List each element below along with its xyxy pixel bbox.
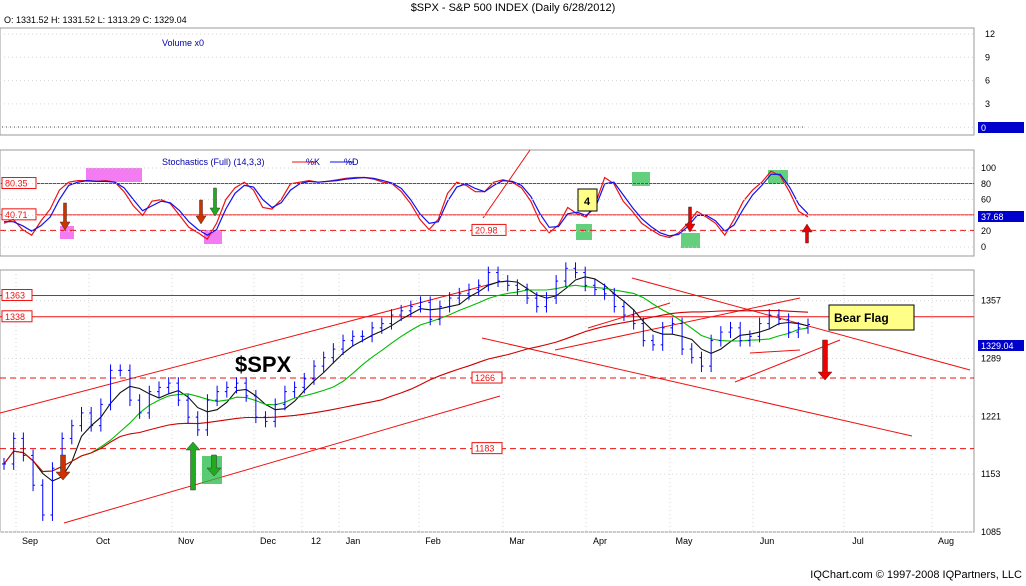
x-tick-label: May bbox=[675, 536, 693, 546]
price-last-value: 1329.04 bbox=[981, 341, 1014, 351]
stoch-arrow bbox=[195, 199, 207, 225]
stoch-last-tag bbox=[978, 211, 1024, 222]
stoch-level-tag bbox=[1, 177, 37, 190]
stoch-level-tag bbox=[1, 208, 37, 221]
price-panel: 1363 1338 1266 1183 1357 1289 1221 1153 1085 $S… bbox=[0, 262, 1024, 546]
trend-channel-line bbox=[63, 395, 501, 524]
stoch-legend-d: %D bbox=[344, 157, 359, 167]
price-last-tag bbox=[978, 340, 1024, 351]
price-level-tag bbox=[1, 310, 33, 323]
price-levels: 1363 1338 1266 1183 bbox=[0, 289, 974, 455]
x-tick-label: Apr bbox=[593, 536, 607, 546]
price-arrows bbox=[55, 339, 833, 491]
stoch-highlight bbox=[204, 230, 222, 244]
volume-title: Volume x0 bbox=[162, 38, 204, 48]
x-axis-ticks: Sep Oct Nov Dec 12 Jan Feb Mar Apr May Jun Jul Aug bbox=[22, 536, 954, 546]
stoch-tick-label: 0 bbox=[981, 242, 986, 252]
price-level-label: 1266 bbox=[475, 373, 495, 383]
stoch-tick-label: 20 bbox=[981, 226, 991, 236]
stochastics-panel: Stochastics (Full) (14,3,3) %K %D 80.354… bbox=[0, 149, 1024, 257]
volume-tick-label: 12 bbox=[985, 29, 995, 39]
price-arrow bbox=[817, 339, 833, 381]
stoch-last-value: 37.68 bbox=[981, 212, 1004, 222]
price-level-tag bbox=[1, 289, 33, 302]
stoch-arrow bbox=[684, 206, 696, 233]
x-tick-label: Feb bbox=[425, 536, 441, 546]
stoch-highlight bbox=[576, 224, 592, 240]
stoch-arrow bbox=[209, 187, 221, 217]
price-tick-label: 1085 bbox=[981, 527, 1001, 537]
x-tick-label: Oct bbox=[96, 536, 111, 546]
price-arrow bbox=[206, 454, 222, 477]
price-level-label: 1363 bbox=[5, 291, 25, 301]
price-bars bbox=[2, 262, 810, 521]
stochastics-title: Stochastics (Full) (14,3,3) bbox=[162, 157, 265, 167]
stoch-level-label: 40.71 bbox=[5, 210, 28, 220]
stoch-trend-line bbox=[482, 149, 531, 219]
trend-channel-line bbox=[749, 349, 801, 354]
stoch-tick-label: 100 bbox=[981, 163, 996, 173]
stochastics-arrows bbox=[59, 187, 813, 244]
price-level-label: 1338 bbox=[5, 312, 25, 322]
x-tick-label: 12 bbox=[311, 536, 321, 546]
annotation-box-4 bbox=[577, 188, 598, 212]
stoch-highlight bbox=[681, 233, 700, 248]
price-level-tag bbox=[471, 442, 503, 455]
x-tick-label: Jul bbox=[852, 536, 864, 546]
stoch-tick-label: 80 bbox=[981, 179, 991, 189]
volume-last-tag bbox=[978, 122, 1024, 133]
stoch-level-tag bbox=[471, 223, 507, 236]
bear-flag-label: Bear Flag bbox=[834, 311, 889, 325]
price-tick-label: 1289 bbox=[981, 353, 1001, 363]
volume-last-value: 0 bbox=[981, 123, 986, 133]
x-tick-label: Sep bbox=[22, 536, 38, 546]
price-arrow bbox=[55, 454, 71, 481]
price-tick-label: 1357 bbox=[981, 296, 1001, 306]
stoch-arrow bbox=[801, 223, 813, 244]
stoch-arrow bbox=[59, 202, 71, 231]
symbol-label: $SPX bbox=[235, 352, 292, 377]
stoch-legend-k: %K bbox=[306, 157, 320, 167]
annotation-box-4-label: 4 bbox=[584, 196, 591, 208]
trend-channel-line bbox=[481, 337, 913, 437]
ma-long-line bbox=[3, 309, 809, 473]
trend-channel-line bbox=[554, 297, 801, 351]
x-tick-label: Nov bbox=[178, 536, 195, 546]
stoch-highlight bbox=[60, 226, 74, 239]
ma-short-line bbox=[3, 276, 809, 482]
price-tick-label: 1153 bbox=[981, 469, 1000, 479]
stoch-d-line bbox=[4, 173, 809, 237]
ma-mid-line bbox=[3, 284, 809, 473]
volume-tick-label: 9 bbox=[985, 52, 990, 62]
stochastics-lines bbox=[3, 149, 809, 240]
bear-flag-box bbox=[828, 304, 915, 331]
volume-tick-label: 6 bbox=[985, 76, 990, 86]
trend-channel-line bbox=[587, 302, 671, 329]
stoch-highlight bbox=[632, 172, 650, 186]
ohlc-readout: O: 1331.52 H: 1331.52 L: 1313.29 C: 1329… bbox=[4, 15, 187, 25]
x-tick-label: Aug bbox=[938, 536, 954, 546]
volume-tick-label: 3 bbox=[985, 99, 990, 109]
x-tick-label: Dec bbox=[260, 536, 277, 546]
trend-channel-line bbox=[0, 282, 496, 414]
stoch-tick-label: 60 bbox=[981, 195, 991, 205]
price-level-label: 1183 bbox=[475, 444, 494, 454]
price-level-tag bbox=[471, 371, 503, 384]
price-arrow bbox=[185, 441, 201, 491]
moving-averages bbox=[3, 276, 809, 482]
x-tick-label: Jun bbox=[760, 536, 775, 546]
chart-title: $SPX - S&P 500 INDEX (Daily 6/28/2012) bbox=[411, 2, 616, 14]
price-tick-label: 1221 bbox=[981, 411, 1001, 421]
stochastics-highlights bbox=[60, 168, 788, 248]
x-tick-label: Mar bbox=[509, 536, 525, 546]
price-y-ticks: 1357 1289 1221 1153 1085 bbox=[981, 296, 1001, 537]
stoch-level-label: 20.98 bbox=[475, 225, 498, 235]
stoch-highlight bbox=[86, 168, 142, 182]
x-tick-label: Jan bbox=[346, 536, 361, 546]
footer-credit: IQChart.com © 1997-2008 IQPartners, LLC bbox=[810, 569, 1022, 581]
